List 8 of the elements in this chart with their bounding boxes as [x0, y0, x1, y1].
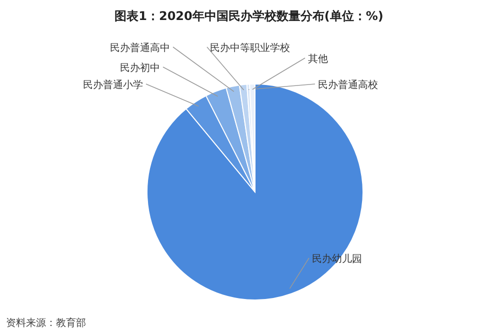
- slice-label: 民办普通小学: [83, 79, 143, 91]
- text: 资料来源：教育部: [6, 317, 86, 329]
- chart-title: 图表1：2020年中国民办学校数量分布(单位：%): [114, 9, 384, 23]
- slice-label: 民办初中: [120, 62, 160, 74]
- slice-label: 民办普通高中: [110, 42, 170, 54]
- slice-label: 民办普通高校: [318, 79, 378, 91]
- slice-label: 其他: [308, 53, 328, 65]
- slice-label: 民办中等职业学校: [210, 42, 290, 54]
